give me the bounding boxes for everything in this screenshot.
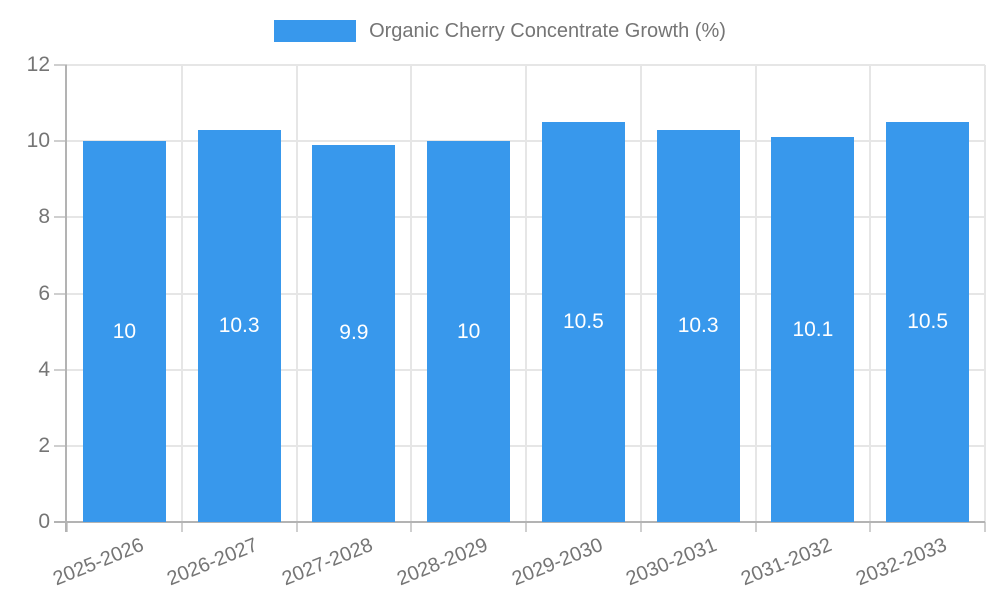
- v-gridline: [410, 65, 413, 522]
- bar[interactable]: [427, 141, 511, 522]
- y-tick: [54, 292, 67, 295]
- x-tick: [754, 522, 757, 532]
- bar[interactable]: [771, 137, 855, 522]
- x-tick: [180, 522, 183, 532]
- x-tick: [525, 522, 527, 532]
- x-tick: [869, 522, 872, 532]
- x-axis-tick-label: 2025-2026: [49, 534, 147, 591]
- bar-value-label: 10: [456, 319, 481, 343]
- x-axis-line: [54, 521, 985, 523]
- bar-value-label: 10.3: [218, 313, 260, 337]
- bar-value-label: 9.9: [339, 321, 369, 345]
- x-axis-tick-label: 2028-2029: [393, 534, 491, 591]
- y-axis-tick-label: 10: [26, 129, 50, 153]
- y-tick: [54, 216, 67, 219]
- y-axis-tick-label: 2: [38, 433, 50, 457]
- v-gridline: [639, 65, 642, 522]
- x-axis-tick-label: 2027-2028: [279, 534, 377, 591]
- bar[interactable]: [886, 122, 970, 522]
- y-tick: [54, 368, 67, 371]
- x-axis-tick-label: 2032-2033: [852, 534, 950, 591]
- y-tick: [54, 64, 67, 66]
- x-axis-tick-label: 2030-2031: [623, 534, 721, 591]
- v-gridline: [754, 65, 757, 522]
- bar[interactable]: [656, 129, 740, 522]
- v-gridline: [180, 65, 183, 522]
- bar-value-label: 10.3: [677, 313, 719, 337]
- legend-label: Organic Cherry Concentrate Growth (%): [369, 20, 726, 42]
- x-tick: [639, 522, 642, 532]
- bar[interactable]: [541, 122, 625, 522]
- bar-value-label: 10: [112, 319, 137, 343]
- bar[interactable]: [312, 144, 396, 522]
- y-axis-tick-label: 4: [38, 357, 50, 381]
- bar-value-label: 10.5: [907, 310, 949, 334]
- y-axis-tick-label: 6: [38, 281, 50, 305]
- x-tick: [410, 522, 413, 532]
- v-gridline: [525, 65, 527, 522]
- x-axis-tick-label: 2026-2027: [164, 534, 262, 591]
- x-axis-tick-label: 2029-2030: [508, 534, 606, 591]
- x-tick: [984, 522, 986, 532]
- x-axis-tick-label: 2031-2032: [738, 534, 836, 591]
- v-gridline: [295, 65, 298, 522]
- y-tick: [54, 140, 67, 143]
- y-axis-tick-label: 0: [38, 510, 50, 533]
- bar-value-label: 10.5: [562, 310, 604, 334]
- bar-value-label: 10.1: [792, 317, 834, 341]
- bar[interactable]: [197, 129, 281, 522]
- legend-item[interactable]: Organic Cherry Concentrate Growth (%): [0, 17, 1000, 45]
- y-tick: [54, 444, 67, 447]
- y-axis-line: [65, 65, 67, 532]
- v-gridline: [984, 65, 986, 522]
- v-gridline: [869, 65, 872, 522]
- legend-swatch-icon: [274, 20, 357, 42]
- y-axis-tick-label: 8: [38, 205, 50, 229]
- x-tick: [66, 522, 68, 532]
- y-axis-tick-label: 12: [26, 53, 50, 76]
- bar[interactable]: [82, 141, 166, 522]
- x-tick: [295, 522, 298, 532]
